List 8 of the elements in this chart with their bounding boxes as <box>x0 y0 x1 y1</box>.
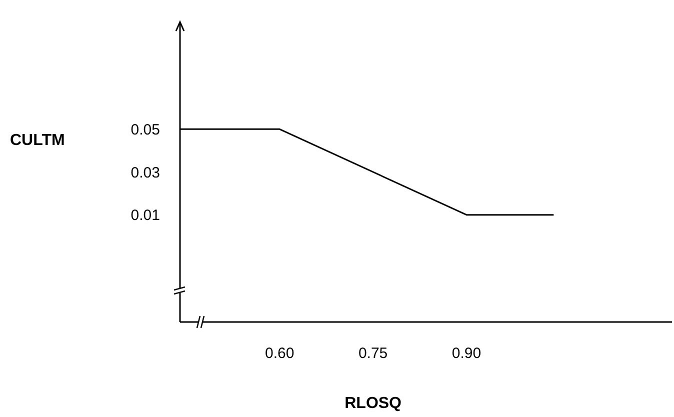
y-axis-title: CULTM <box>10 132 65 149</box>
y-tick-label: 0.05 <box>130 121 160 138</box>
x-tick-label: 0.75 <box>358 345 388 362</box>
y-tick-label: 0.01 <box>130 207 160 224</box>
x-tick-label: 0.60 <box>265 345 294 362</box>
x-tick-label: 0.90 <box>452 345 482 362</box>
x-axis-title: RLOSQ <box>344 395 402 412</box>
y-tick-label: 0.03 <box>130 164 160 182</box>
